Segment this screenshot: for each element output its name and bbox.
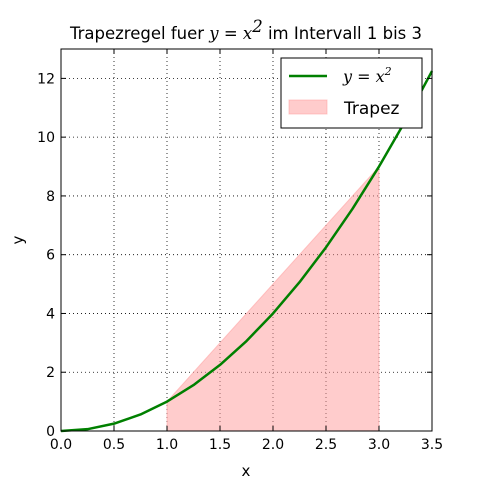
legend-area-label: Trapez xyxy=(343,99,400,119)
ticks: 0.0 0.5 1.0 1.5 2.0 2.5 3.0 3.5 0 2 4 6 8 10 12 xyxy=(37,49,443,453)
chart-title: Trapezregel fuer y = x2 im Intervall 1 b… xyxy=(69,17,422,43)
y-axis-label: y xyxy=(9,235,27,244)
y-tick-label: 8 xyxy=(46,189,55,205)
legend-box xyxy=(280,57,423,129)
x-tick-label: 2.0 xyxy=(262,437,284,453)
x-tick-label: 0.0 xyxy=(50,437,72,453)
y-tick-label: 12 xyxy=(37,71,55,87)
y-tick-label: 4 xyxy=(46,306,55,322)
legend-line-label-exponent: 2 xyxy=(384,65,392,78)
x-tick-label: 3.5 xyxy=(421,437,443,453)
curve-line xyxy=(60,70,434,433)
chart-title-math: y = x xyxy=(208,24,253,43)
legend-line-label: y = x2 xyxy=(342,65,392,86)
y-tick-label: 10 xyxy=(37,130,55,146)
x-tick-label: 0.5 xyxy=(103,437,125,453)
y-tick-label: 0 xyxy=(46,424,55,440)
chart-title-suffix: im Intervall 1 bis 3 xyxy=(263,24,422,43)
chart-title-text: Trapezregel fuer xyxy=(69,24,209,43)
x-tick-label: 1.5 xyxy=(209,437,231,453)
x-tick-label: 2.5 xyxy=(315,437,337,453)
line-layer xyxy=(60,70,434,433)
y-tick-label: 6 xyxy=(46,248,55,264)
chart-title-exponent: 2 xyxy=(251,17,263,36)
legend-line-label-text: y = x xyxy=(342,67,385,86)
plot-frame xyxy=(60,48,433,432)
x-axis-label: x xyxy=(242,462,251,480)
x-tick-label: 1.0 xyxy=(156,437,178,453)
x-tick-label: 3.0 xyxy=(368,437,390,453)
y-tick-label: 2 xyxy=(46,365,55,381)
legend-area-swatch xyxy=(288,99,328,115)
legend: y = x2 Trapez xyxy=(280,57,423,129)
